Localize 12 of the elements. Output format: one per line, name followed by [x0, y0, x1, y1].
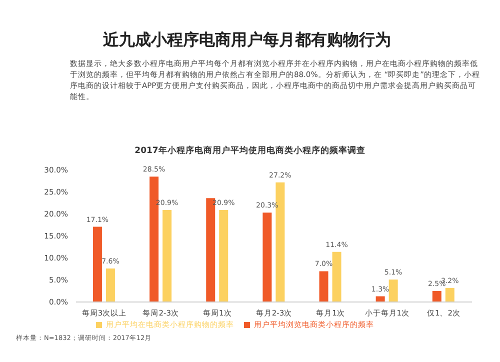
chart-subtitle: 2017年小程序电商用户平均使用电商类小程序的频率调查 [134, 145, 366, 157]
bar [162, 210, 172, 302]
bar [106, 268, 115, 302]
bar [219, 210, 228, 302]
bar [319, 271, 328, 302]
bar [432, 291, 442, 302]
bar [92, 226, 102, 302]
bar [332, 252, 342, 302]
bar [262, 212, 272, 302]
chart-title: 近九成小程序电商用户每月都有购物行为 [103, 30, 391, 51]
bar [445, 288, 454, 302]
bar [388, 280, 398, 302]
